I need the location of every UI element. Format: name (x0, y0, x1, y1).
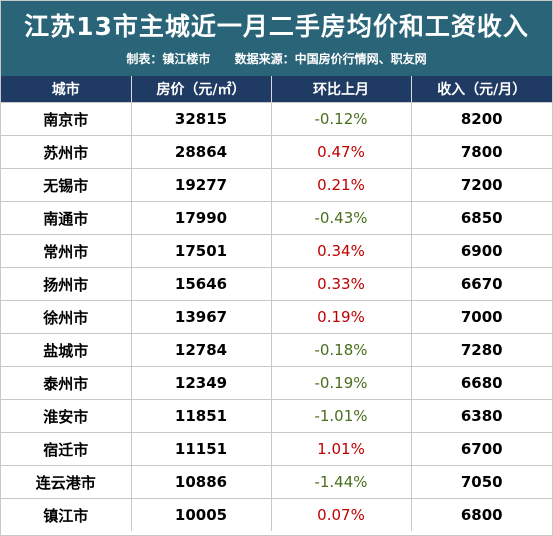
table-row: 南通市 17990 -0.43% 6850 (1, 201, 552, 235)
cell-income: 6900 (410, 234, 552, 268)
cell-city: 南京市 (1, 102, 131, 136)
cell-city: 无锡市 (1, 168, 131, 202)
cell-mom: 0.19% (270, 300, 411, 334)
cell-income: 7200 (410, 168, 552, 202)
source-note: 数据来源：中国房价行情网、职友网 (234, 52, 427, 66)
table-row: 无锡市 19277 0.21% 7200 (1, 168, 552, 202)
table-row: 连云港市 10886 -1.44% 7050 (1, 465, 552, 499)
cell-mom: 0.47% (270, 135, 411, 169)
cell-income: 7280 (410, 333, 552, 367)
cell-city: 南通市 (1, 201, 131, 235)
table-row: 常州市 17501 0.34% 6900 (1, 234, 552, 268)
cell-price: 10886 (130, 465, 271, 499)
cell-mom: -0.19% (270, 366, 411, 400)
table-row: 徐州市 13967 0.19% 7000 (1, 300, 552, 334)
header-banner: 江苏13市主城近一月二手房均价和工资收入 制表：镇江楼市 数据来源：中国房价行情… (1, 1, 552, 76)
cell-price: 17990 (130, 201, 271, 235)
cell-price: 12784 (130, 333, 271, 367)
cell-income: 6680 (410, 366, 552, 400)
table-row: 苏州市 28864 0.47% 7800 (1, 135, 552, 169)
cell-mom: -1.44% (270, 465, 411, 499)
table-row: 泰州市 12349 -0.19% 6680 (1, 366, 552, 400)
cell-city: 宿迁市 (1, 432, 131, 466)
column-header-city: 城市 (1, 76, 131, 103)
cell-price: 19277 (130, 168, 271, 202)
column-header-mom: 环比上月 (270, 76, 411, 103)
cell-price: 10005 (130, 498, 271, 531)
cell-city: 泰州市 (1, 366, 131, 400)
table-header-row: 城市 房价（元/㎡） 环比上月 收入（元/月） (1, 76, 552, 103)
cell-income: 6700 (410, 432, 552, 466)
cell-income: 7000 (410, 300, 552, 334)
price-income-table: 城市 房价（元/㎡） 环比上月 收入（元/月） 南京市 32815 -0.12% 82… (1, 76, 552, 531)
cell-income: 7050 (410, 465, 552, 499)
table-row: 淮安市 11851 -1.01% 6380 (1, 399, 552, 433)
subtitle: 制表：镇江楼市 数据来源：中国房价行情网、职友网 (1, 50, 552, 68)
cell-price: 11851 (130, 399, 271, 433)
cell-price: 28864 (130, 135, 271, 169)
cell-city: 苏州市 (1, 135, 131, 169)
cell-income: 6670 (410, 267, 552, 301)
cell-mom: 0.21% (270, 168, 411, 202)
cell-city: 连云港市 (1, 465, 131, 499)
cell-price: 13967 (130, 300, 271, 334)
cell-price: 12349 (130, 366, 271, 400)
cell-city: 镇江市 (1, 498, 131, 531)
table-row: 南京市 32815 -0.12% 8200 (1, 102, 552, 136)
column-header-income: 收入（元/月） (410, 76, 552, 103)
table-row: 扬州市 15646 0.33% 6670 (1, 267, 552, 301)
cell-city: 徐州市 (1, 300, 131, 334)
table-row: 宿迁市 11151 1.01% 6700 (1, 432, 552, 466)
cell-mom: 0.07% (270, 498, 411, 531)
page-title: 江苏13市主城近一月二手房均价和工资收入 (24, 12, 529, 41)
cell-city: 扬州市 (1, 267, 131, 301)
cell-mom: 1.01% (270, 432, 411, 466)
table-row: 盐城市 12784 -0.18% 7280 (1, 333, 552, 367)
cell-income: 6800 (410, 498, 552, 531)
cell-mom: -0.43% (270, 201, 411, 235)
cell-mom: -0.18% (270, 333, 411, 367)
cell-mom: -1.01% (270, 399, 411, 433)
cell-city: 常州市 (1, 234, 131, 268)
cell-price: 32815 (130, 102, 271, 136)
cell-income: 6380 (410, 399, 552, 433)
cell-income: 6850 (410, 201, 552, 235)
cell-price: 11151 (130, 432, 271, 466)
cell-mom: -0.12% (270, 102, 411, 136)
cell-price: 17501 (130, 234, 271, 268)
table-row: 镇江市 10005 0.07% 6800 (1, 498, 552, 531)
cell-income: 7800 (410, 135, 552, 169)
maker-note: 制表：镇江楼市 (126, 52, 211, 66)
cell-price: 15646 (130, 267, 271, 301)
table-body: 南京市 32815 -0.12% 8200 苏州市 28864 0.47% 7800 无锡市 19… (1, 102, 552, 531)
cell-mom: 0.33% (270, 267, 411, 301)
column-header-price: 房价（元/㎡） (130, 76, 271, 103)
cell-mom: 0.34% (270, 234, 411, 268)
cell-city: 淮安市 (1, 399, 131, 433)
cell-income: 8200 (410, 102, 552, 136)
cell-city: 盐城市 (1, 333, 131, 367)
